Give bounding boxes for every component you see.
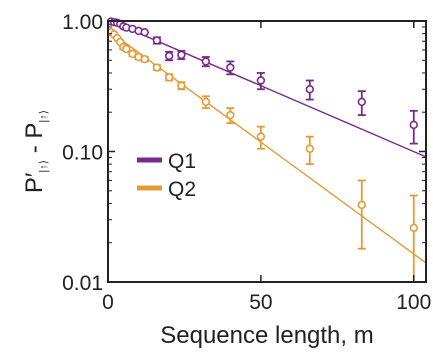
series-q1 (106, 17, 418, 145)
data-point (409, 223, 418, 233)
data-point (140, 28, 149, 37)
y-axis-title-mid: - P (21, 123, 48, 160)
y-axis-title: P′|↑⟩ - P|↑⟩ (21, 110, 50, 193)
data-point (152, 36, 162, 45)
fit-line-q2 (107, 29, 427, 264)
y-tick-label: 0.01 (62, 272, 103, 295)
y-axis-title-sub2: |↑⟩ (38, 110, 50, 123)
data-point (177, 50, 186, 60)
y-tick-label: 1.00 (62, 11, 103, 34)
data-point (305, 144, 315, 153)
data-point (226, 63, 235, 72)
data-point (177, 81, 186, 90)
data-point (409, 120, 418, 130)
data-markers (106, 17, 418, 282)
y-tick-label: 0.10 (62, 142, 103, 165)
y-axis-title-sub1: |↑⟩ (38, 160, 50, 173)
legend-label-q1: Q1 (168, 150, 196, 173)
data-point (256, 76, 266, 85)
series-q2 (106, 28, 418, 282)
data-point (201, 97, 211, 107)
axis-ticks: 0 50 100 1.00 0.10 0.01 (62, 11, 431, 314)
data-point (164, 51, 174, 61)
plot-frame (107, 20, 427, 283)
data-point (256, 132, 266, 141)
data-point (201, 57, 211, 66)
data-point (305, 85, 315, 94)
x-axis-title: Sequence length, m (160, 322, 373, 349)
fit-lines (107, 19, 427, 264)
x-tick-label: 100 (396, 291, 431, 314)
data-point (164, 73, 174, 82)
x-tick-label: 0 (102, 291, 114, 314)
data-point (357, 200, 366, 210)
legend-label-q2: Q2 (168, 178, 196, 201)
y-axis-title-main: P′ (21, 172, 48, 193)
x-tick-label: 50 (249, 291, 272, 314)
data-point (357, 97, 366, 107)
data-point (226, 110, 235, 120)
fit-line-q1 (107, 19, 427, 158)
data-point (140, 54, 149, 64)
data-point (122, 44, 131, 54)
data-point (152, 63, 162, 72)
